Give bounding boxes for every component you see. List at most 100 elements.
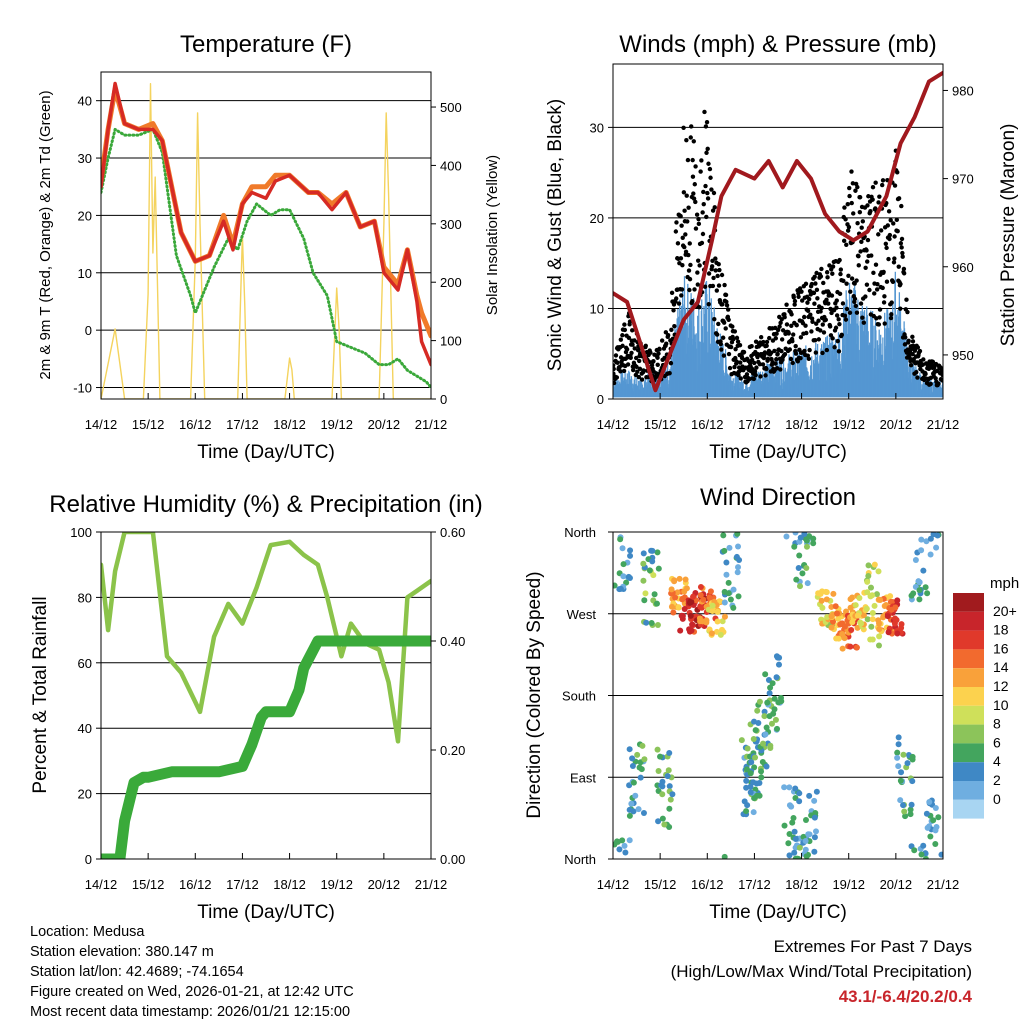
gust-point: [697, 304, 702, 310]
gust-point: [773, 361, 778, 366]
gust-point: [864, 282, 870, 287]
direction-point: [811, 797, 818, 804]
direction-point: [654, 549, 661, 556]
gust-point: [710, 283, 716, 289]
gust-point: [808, 312, 813, 317]
direction-point: [897, 797, 904, 804]
direction-point: [799, 570, 806, 577]
direction-point: [871, 602, 878, 609]
gust-point: [834, 305, 839, 310]
direction-point: [639, 742, 646, 749]
gust-point: [936, 381, 941, 386]
y2-tick-label: 100: [440, 334, 462, 349]
gust-point: [820, 322, 825, 327]
direction-point: [852, 602, 859, 609]
direction-point: [792, 532, 799, 536]
direction-point: [775, 699, 782, 706]
direction-point: [791, 849, 798, 856]
direction-point: [792, 785, 799, 792]
direction-point: [629, 755, 636, 762]
direction-point: [614, 838, 621, 845]
direction-point: [667, 796, 674, 803]
direction-point: [747, 783, 754, 790]
gust-point: [772, 348, 777, 354]
direction-point: [934, 532, 941, 539]
gust-point: [841, 278, 846, 284]
gust-point: [873, 206, 878, 211]
gust-point: [728, 344, 734, 350]
gust-point: [613, 371, 616, 376]
gust-point: [790, 339, 795, 344]
legend-swatch: [953, 611, 984, 631]
gust-point: [914, 370, 919, 375]
gust-point: [790, 360, 795, 366]
gust-point: [706, 301, 711, 307]
gust-point: [829, 293, 835, 298]
gust-point: [667, 370, 672, 376]
direction-point: [646, 567, 653, 574]
direction-point: [930, 817, 937, 824]
gust-point: [681, 125, 686, 131]
gust-point: [827, 263, 832, 268]
gust-point: [906, 338, 911, 344]
gust-point: [812, 274, 817, 279]
direction-point: [864, 589, 871, 596]
direction-point: [835, 615, 842, 622]
gust-point: [624, 347, 630, 352]
gust-point: [622, 322, 627, 327]
extremes-box: Extremes For Past 7 Days (High/Low/Max W…: [671, 934, 972, 1009]
direction-point: [880, 614, 887, 621]
x-tick-label: 19/12: [320, 877, 353, 892]
direction-point: [626, 837, 633, 844]
direction-point: [682, 576, 689, 583]
direction-point: [867, 584, 874, 591]
direction-point: [908, 592, 915, 599]
gust-point: [890, 279, 896, 285]
direction-point: [666, 805, 673, 812]
gust-point: [905, 309, 910, 315]
gust-point: [892, 234, 897, 239]
x-tick-label: 21/12: [927, 877, 960, 892]
direction-point: [723, 571, 730, 578]
direction-point: [804, 580, 811, 587]
direction-point: [828, 624, 835, 631]
gust-point: [721, 320, 727, 325]
gust-point: [821, 280, 826, 286]
direction-point: [687, 598, 694, 605]
gust-point: [693, 164, 698, 169]
direction-title: Wind Direction: [700, 484, 856, 511]
gust-point: [892, 183, 898, 188]
direction-point: [823, 589, 830, 596]
gust-point: [858, 249, 863, 254]
direction-point: [617, 585, 624, 592]
gust-point: [705, 146, 710, 152]
gust-point: [719, 347, 724, 352]
gust-point: [738, 360, 743, 365]
humidity-panel: Relative Humidity (%) & Precipitation (i…: [30, 491, 483, 923]
direction-point: [812, 828, 819, 835]
direction-point: [620, 561, 627, 568]
gust-point: [787, 347, 793, 352]
direction-point: [697, 592, 704, 599]
legend-swatch: [953, 724, 984, 744]
gust-point: [815, 296, 820, 301]
x-tick-label: 21/12: [415, 417, 448, 432]
x-tick-label: 15/12: [644, 877, 677, 892]
direction-point: [640, 550, 647, 557]
y-tick-label: 40: [78, 94, 92, 109]
direction-point: [755, 719, 762, 726]
gust-point: [691, 196, 697, 201]
direction-point: [916, 579, 923, 586]
legend-label: 10: [993, 697, 1009, 713]
direction-point: [803, 543, 810, 550]
temperature-right-ylabel: Solar Insolation (Yellow): [484, 155, 501, 315]
y2-tick-label: 0: [440, 392, 447, 407]
gust-point: [933, 376, 938, 381]
temperature-left-ticks: 40 30 20 10 0 -10: [73, 94, 101, 396]
latlon-text: Station lat/lon: 42.4689; -74.1654: [30, 964, 244, 980]
extremes-values: 43.1/-6.4/20.2/0.4: [838, 987, 972, 1006]
humidity-title: Relative Humidity (%) & Precipitation (i…: [49, 491, 482, 518]
direction-point: [714, 608, 721, 615]
gust-point: [687, 276, 693, 282]
pressure-line: [613, 70, 943, 393]
